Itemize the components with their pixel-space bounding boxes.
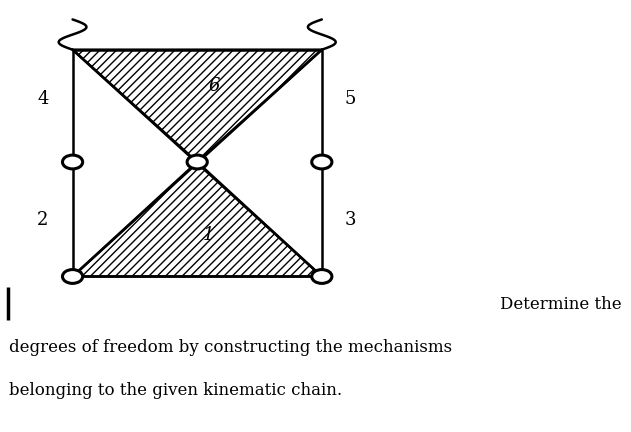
Circle shape	[312, 270, 332, 283]
Circle shape	[62, 155, 83, 169]
Circle shape	[312, 155, 332, 169]
Text: 1: 1	[203, 226, 214, 245]
Polygon shape	[73, 50, 322, 162]
Polygon shape	[73, 162, 322, 276]
Text: 2: 2	[37, 211, 49, 229]
Text: Determine the: Determine the	[500, 296, 622, 313]
Text: belonging to the given kinematic chain.: belonging to the given kinematic chain.	[9, 382, 343, 400]
Circle shape	[187, 155, 207, 169]
Text: 3: 3	[345, 211, 356, 229]
Text: 5: 5	[345, 90, 356, 108]
Text: 4: 4	[37, 90, 49, 108]
Circle shape	[62, 270, 83, 283]
Text: degrees of freedom by constructing the mechanisms: degrees of freedom by constructing the m…	[9, 339, 452, 356]
Text: 6: 6	[209, 77, 220, 95]
